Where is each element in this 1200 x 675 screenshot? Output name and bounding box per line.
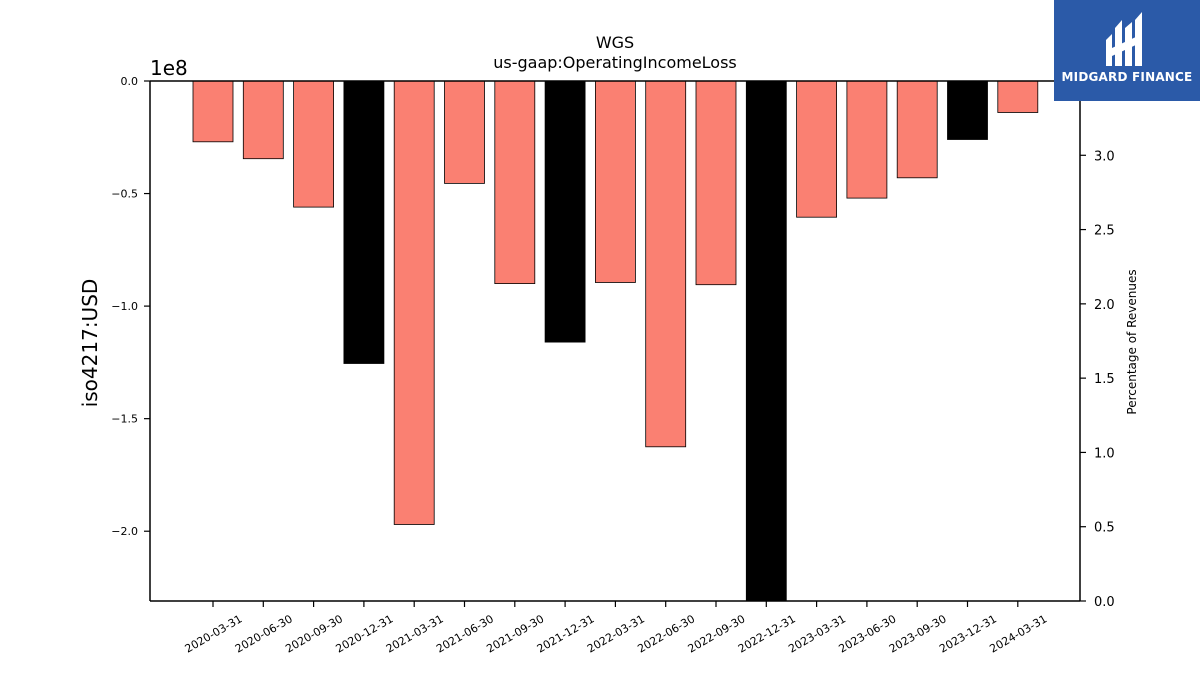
- bar-2020-12-31: [343, 80, 385, 364]
- bar-2022-03-31: [595, 80, 636, 283]
- y-tick-label: 0.0: [121, 75, 139, 88]
- y-axis-label: iso4217:USD: [78, 279, 102, 408]
- chart-subtitle: us-gaap:OperatingIncomeLoss: [493, 53, 737, 72]
- bar-2022-09-30: [695, 80, 737, 286]
- bar-2021-09-30: [494, 80, 536, 285]
- bar-2020-09-30: [293, 80, 335, 208]
- bar-2021-03-31: [393, 80, 435, 525]
- bars-group: [192, 80, 1039, 602]
- midgard-finance-logo: MIDGARD FINANCE: [1054, 0, 1200, 101]
- logo-text: MIDGARD FINANCE: [1061, 70, 1193, 84]
- y2-tick-label: 1.0: [1094, 446, 1115, 461]
- y2-tick-label: 2.5: [1094, 224, 1115, 239]
- y-offset-label: 1e8: [150, 56, 188, 80]
- bar-2024-03-31: [997, 80, 1039, 113]
- bar-2023-09-30: [896, 80, 938, 179]
- bar-2023-12-31: [947, 80, 988, 140]
- y2-axis-label: Percentage of Revenues: [1125, 269, 1139, 414]
- bar-2021-12-31: [544, 80, 586, 343]
- chart-title: WGS: [596, 33, 634, 52]
- y-tick-label: −0.5: [111, 188, 138, 201]
- bar-2021-06-30: [444, 80, 485, 184]
- bar-2023-06-30: [846, 80, 888, 199]
- bar-2020-03-31: [192, 80, 234, 143]
- bar-2020-06-30: [242, 80, 284, 160]
- y2-tick-label: 1.5: [1094, 372, 1115, 387]
- y-tick-label: −1.5: [111, 413, 138, 426]
- y2-tick-label: 2.0: [1094, 298, 1115, 313]
- logo-mark-icon: [1106, 12, 1142, 66]
- x-tick-label: 2024-03-31: [987, 612, 1049, 655]
- bar-2023-03-31: [796, 80, 837, 218]
- y2-tick-label: 0.5: [1094, 521, 1115, 536]
- bar-2022-06-30: [645, 80, 687, 448]
- y-tick-label: −2.0: [111, 525, 138, 538]
- y2-tick-label: 0.0: [1094, 595, 1115, 610]
- y2-tick-label: 3.0: [1094, 149, 1115, 164]
- bar-2022-12-31: [745, 80, 787, 602]
- y-tick-label: −1.0: [111, 300, 138, 313]
